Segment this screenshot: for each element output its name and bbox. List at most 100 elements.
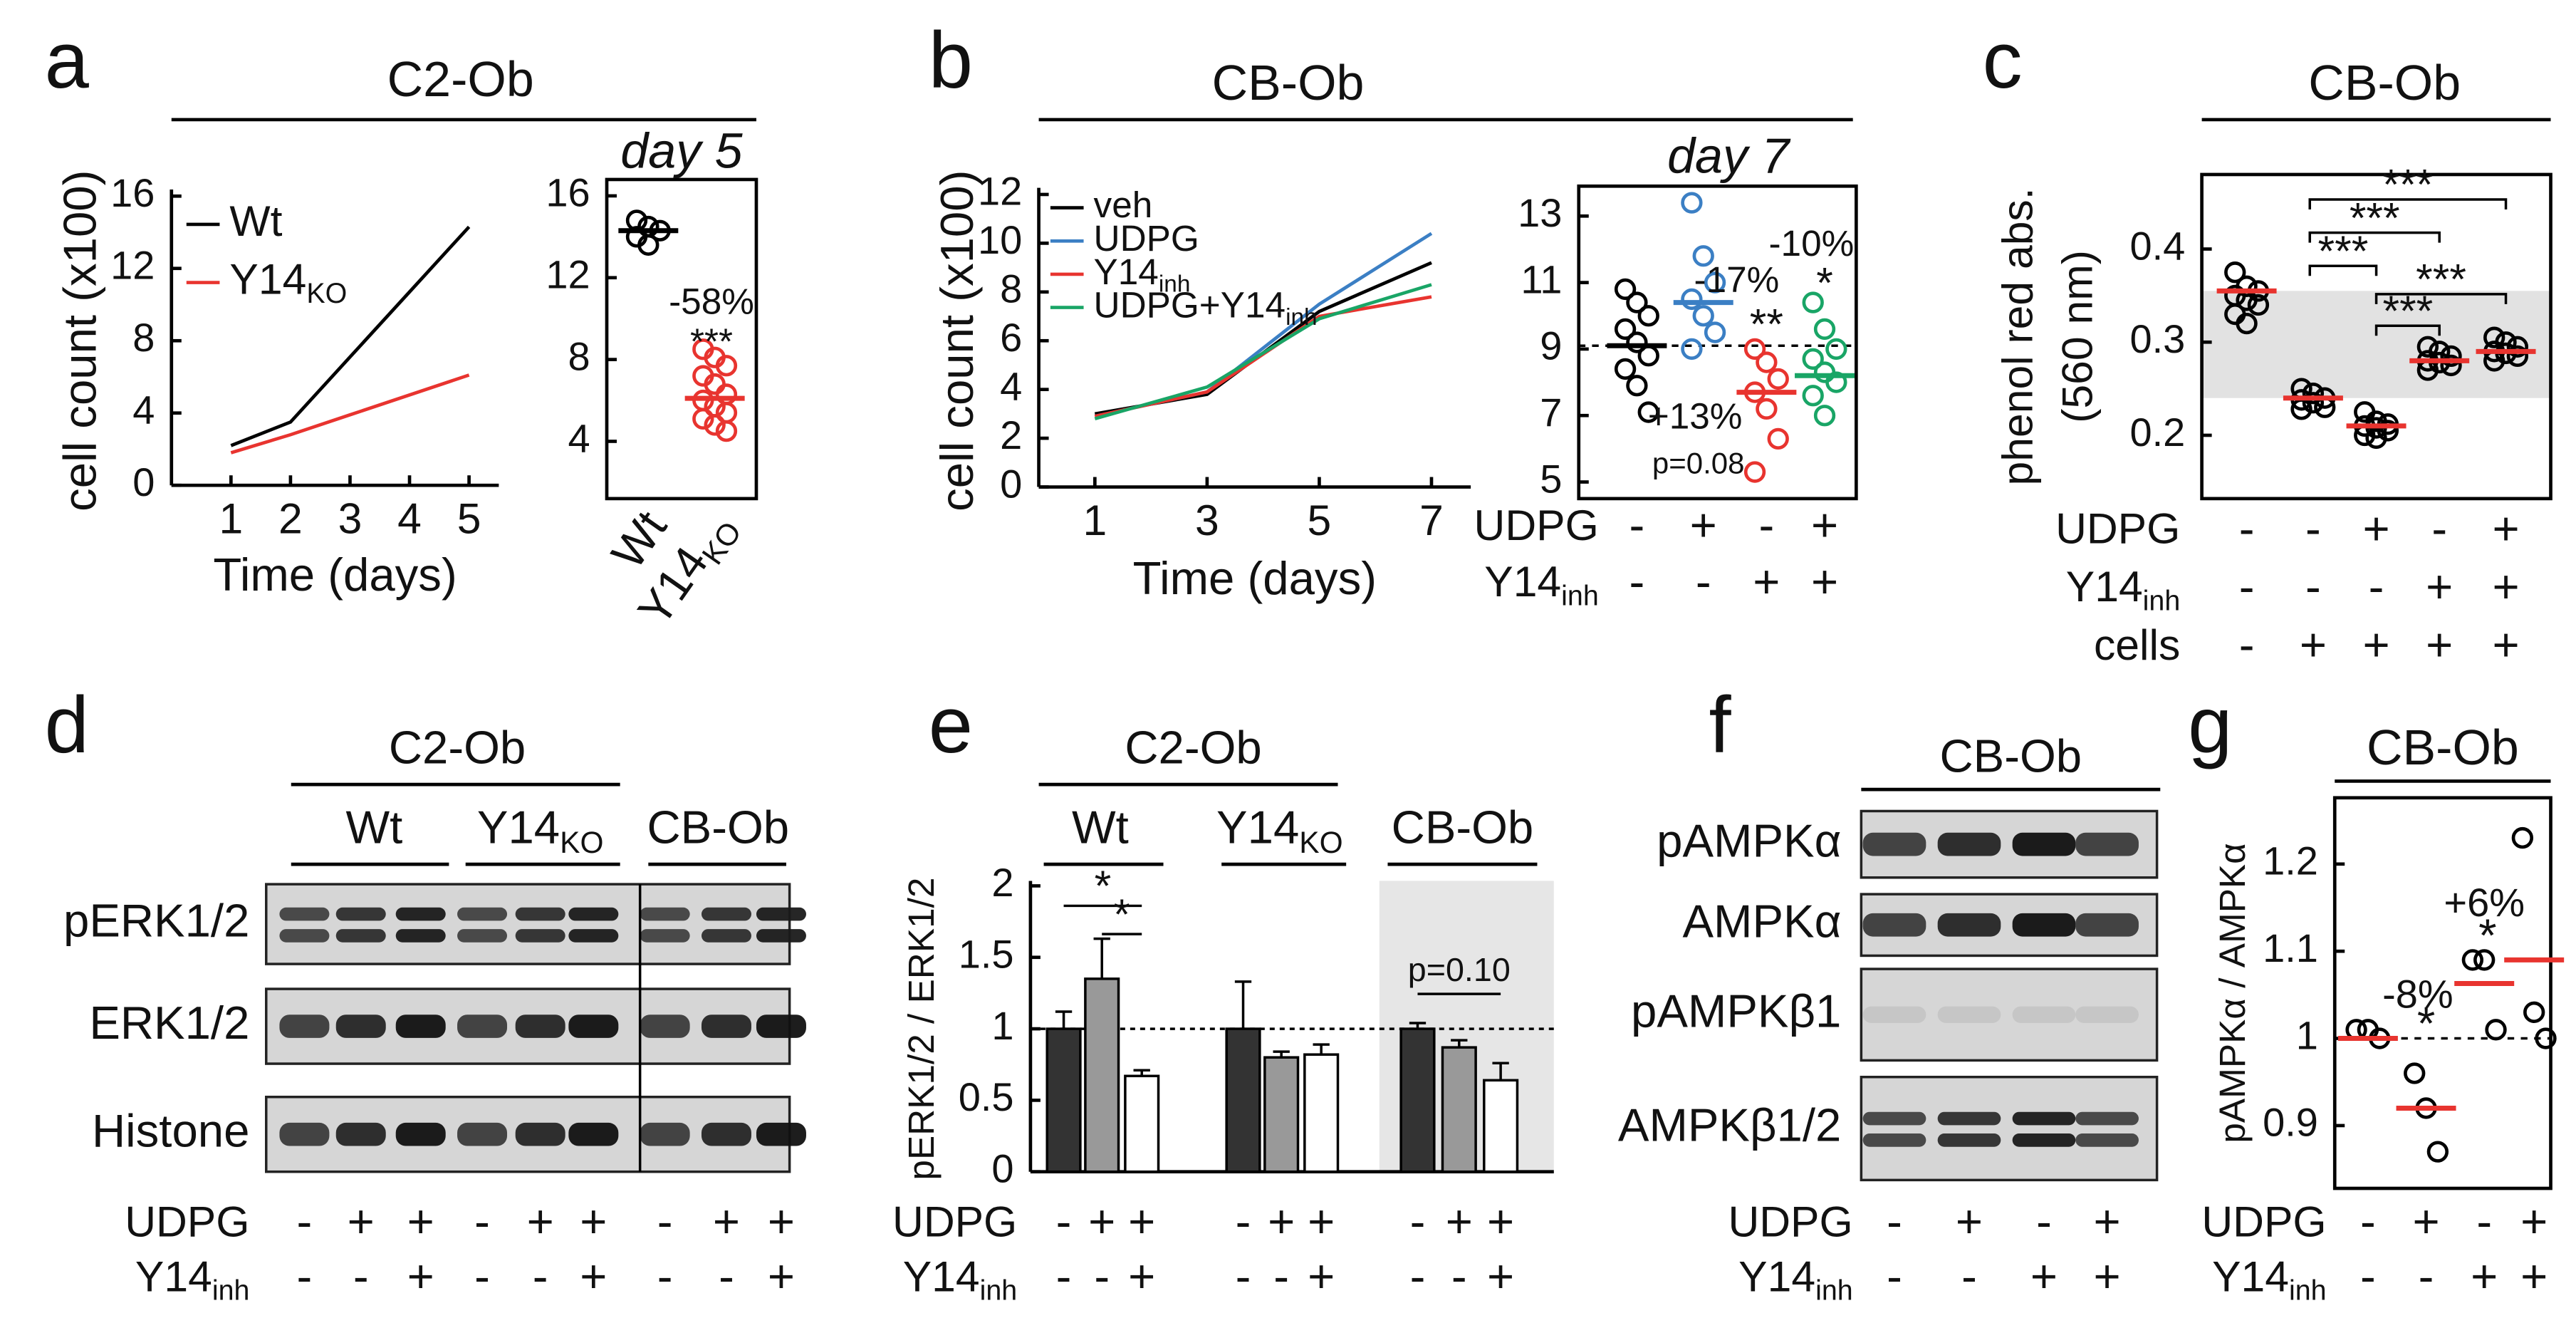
data-point: [2511, 826, 2534, 849]
data-point: [2302, 392, 2325, 414]
legend-label-main: Y14: [1094, 251, 1159, 291]
data-point: [2404, 1062, 2426, 1084]
panel-letter: f: [1709, 680, 1732, 769]
condition-sign: +: [1268, 1195, 1295, 1247]
blot-row-label: ERK1/2: [89, 997, 249, 1049]
condition-sign: +: [2520, 1195, 2548, 1247]
condition-sign: -: [2431, 502, 2447, 554]
y-axis-label: cell count (x100): [53, 170, 105, 512]
blot-band: [756, 929, 806, 943]
y-tick-label: 0.4: [2129, 223, 2185, 268]
y-tick-label: 8: [132, 315, 155, 360]
data-point: [1637, 305, 1659, 327]
condition-sign: +: [2426, 560, 2453, 612]
annotation: p=0.08: [1652, 446, 1745, 479]
data-point: [2535, 1027, 2557, 1049]
condition-sign: -: [1629, 499, 1645, 551]
condition-sign: +: [348, 1195, 375, 1247]
condition-sign: +: [527, 1195, 554, 1247]
blot-row-label: pAMPKα: [1657, 814, 1841, 866]
condition-sign: -: [2239, 502, 2255, 554]
condition-sign: -: [1696, 555, 1711, 607]
data-point: [2224, 261, 2246, 284]
blot-row-label: AMPKα: [1683, 896, 1842, 948]
blot-band: [457, 1015, 508, 1038]
condition-sign: -: [2369, 560, 2384, 612]
legend-label-sub: inh: [1159, 271, 1191, 297]
error-bar: [1451, 1039, 1468, 1048]
data-point: [2483, 326, 2505, 348]
data-point: [2426, 1141, 2449, 1163]
annotation: -17%: [1694, 259, 1779, 300]
bracket: [2308, 231, 2441, 243]
data-point: [1802, 385, 1824, 407]
condition-sign: +: [1487, 1195, 1514, 1247]
x-axis-label: Time (days): [213, 549, 457, 601]
condition-sign: -: [1273, 1250, 1289, 1302]
annotation: -10%: [1768, 223, 1854, 264]
condition-sign: +: [2094, 1195, 2121, 1247]
data-point: [1756, 398, 1778, 420]
blot-band: [2075, 913, 2139, 937]
condition-sign: -: [1451, 1250, 1467, 1302]
chart-title: CB-Ob: [2367, 720, 2519, 775]
condition-sign: +: [2520, 1250, 2548, 1302]
blot-header: CB-Ob: [647, 801, 790, 853]
condition-sign: -: [2305, 502, 2321, 554]
condition-label-sub: inh: [212, 1275, 250, 1307]
bar: [1263, 1056, 1300, 1173]
data-point: [1813, 405, 1836, 427]
condition-sign: -: [533, 1250, 548, 1302]
condition-sign: -: [1094, 1250, 1110, 1302]
blot-band: [2012, 1111, 2076, 1126]
condition-sign: -: [1887, 1250, 1902, 1302]
annotation: *: [1113, 890, 1130, 938]
blot-band: [395, 907, 446, 921]
condition-sign: +: [1753, 555, 1780, 607]
x-axis-label: Time (days): [1133, 552, 1377, 604]
data-point: [1743, 461, 1766, 483]
condition-sign: +: [1811, 555, 1838, 607]
condition-sign: +: [407, 1195, 434, 1247]
blot-band: [515, 929, 565, 943]
blot-band: [701, 1015, 751, 1038]
plot-frame: [2200, 172, 2552, 501]
blot-band: [640, 929, 690, 943]
condition-sign: -: [1236, 1250, 1251, 1302]
annotation: ***: [2382, 160, 2433, 209]
data-point: [637, 234, 659, 256]
group-header-main: Y14: [1216, 801, 1299, 853]
x-tick-label: 1: [1083, 496, 1107, 544]
condition-label-sub: inh: [2143, 586, 2181, 617]
panel-letter: e: [929, 680, 973, 769]
condition-sign: -: [2239, 618, 2255, 670]
annotation: *: [2478, 909, 2496, 961]
legend-label-main: Y14: [229, 255, 306, 303]
y-tick-label: 12: [978, 169, 1022, 214]
error-bar: [1093, 937, 1110, 979]
y-tick-label: 7: [1540, 390, 1562, 435]
blot-band: [457, 1122, 508, 1146]
condition-label: Y14inh: [1738, 1252, 1853, 1307]
y-axis-label: pAMPKα / AMPKα: [2212, 843, 2253, 1143]
condition-label: UDPG: [1474, 501, 1599, 549]
y-tick-label: 2: [991, 860, 1013, 905]
condition-sign: -: [1629, 555, 1645, 607]
y-tick-label: 8: [1000, 266, 1022, 311]
panel-letter: g: [2188, 680, 2232, 769]
condition-sign: +: [1088, 1195, 1115, 1247]
legend-label: Wt: [229, 197, 282, 245]
annotation: **: [1750, 300, 1783, 348]
data-point: [2523, 1001, 2545, 1024]
blot-band: [1862, 1111, 1926, 1126]
data-point: [715, 420, 738, 442]
condition-sign: +: [2492, 560, 2519, 612]
condition-sign: -: [1887, 1195, 1902, 1247]
legend-label: veh: [1094, 185, 1153, 225]
y-tick-label: 0: [991, 1146, 1013, 1190]
blot-band: [1862, 1133, 1926, 1147]
blot-band: [568, 929, 619, 943]
condition-sign: -: [1236, 1195, 1251, 1247]
blot-band: [1937, 1133, 2001, 1147]
blot-band: [640, 907, 690, 921]
